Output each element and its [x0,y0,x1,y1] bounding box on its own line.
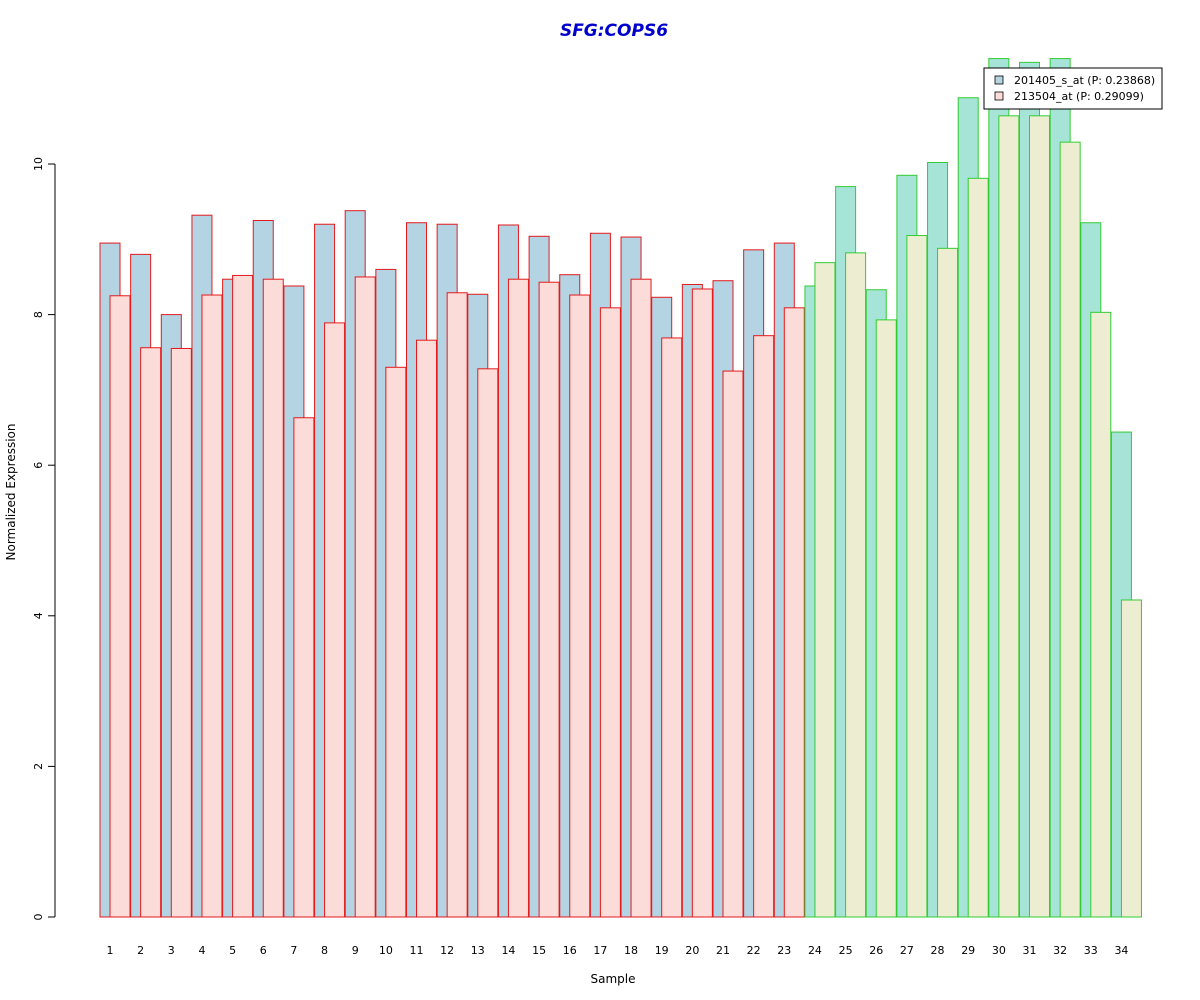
bar-2-sample-3 [170,347,192,918]
x-tick-label: 29 [961,944,975,957]
x-tick-label: 7 [290,944,297,957]
bar-2-sample-4 [201,294,223,918]
y-tick-label: 8 [32,311,45,318]
bar-2-sample-32 [1059,141,1081,918]
x-axis-label: Sample [591,972,636,986]
bar-2-sample-31 [1029,115,1050,918]
x-tick-label: 23 [777,944,791,957]
x-tick-label: 3 [168,944,175,957]
x-tick-label: 31 [1023,944,1037,957]
bar-2-sample-11 [416,339,437,918]
bar-2-sample-18 [630,278,652,918]
x-tick-label: 24 [808,944,822,957]
y-tick-label: 4 [32,612,45,619]
bar-2-sample-21 [722,370,744,918]
bar-2-sample-34 [1120,599,1142,918]
bar-2-sample-13 [477,368,499,918]
x-tick-label: 25 [839,944,853,957]
bar-2-sample-23 [783,307,805,918]
x-tick-label: 13 [471,944,485,957]
legend: 201405_s_at (P: 0.23868) 213504_at (P: 0… [983,67,1163,110]
x-tick-label: 9 [352,944,359,957]
x-tick-label: 19 [655,944,669,957]
x-tick-label: 22 [747,944,761,957]
y-tick-label: 2 [32,763,45,770]
x-tick-label: 32 [1053,944,1067,957]
x-tick-label: 1 [107,944,114,957]
x-tick-label: 20 [685,944,699,957]
legend-label-1: 201405_s_at (P: 0.23868) [1014,74,1155,87]
x-tick-label: 21 [716,944,730,957]
bar-2-sample-25 [845,252,867,918]
bar-2-sample-20 [691,288,713,918]
legend-box [983,67,1163,110]
x-tick-label: 6 [260,944,267,957]
bar-2-sample-30 [998,115,1020,918]
chart-title: SFG:COPS6 [560,21,668,41]
bar-2-sample-8 [324,322,346,918]
x-tick-label: 12 [440,944,454,957]
bar-2-sample-12 [446,292,468,918]
x-tick-label: 2 [137,944,144,957]
bar-2-sample-22 [753,335,775,918]
y-tick-label: 6 [32,462,45,469]
x-tick-label: 26 [869,944,883,957]
legend-swatch-1 [994,75,1004,85]
x-tick-label: 4 [198,944,205,957]
x-tick-label: 15 [532,944,546,957]
bar-2-sample-2 [140,347,162,918]
x-tick-label: 33 [1084,944,1098,957]
bar-2-sample-14 [507,278,529,918]
bar-2-sample-19 [661,337,683,918]
x-tick-label: 17 [593,944,607,957]
x-tick-label: 34 [1114,944,1128,957]
x-tick-label: 28 [931,944,945,957]
bar-2-sample-24 [814,262,836,918]
bar-2-sample-1 [109,295,131,918]
x-tick-label: 27 [900,944,914,957]
bar-2-sample-9 [354,276,376,918]
bars-group [99,58,1142,918]
x-tick-label: 8 [321,944,328,957]
bar-2-sample-7 [293,417,315,918]
x-tick-label: 14 [501,944,515,957]
bar-2-sample-29 [967,177,989,918]
legend-swatch-2 [994,91,1004,101]
bar-2-sample-6 [262,278,284,918]
bar-2-sample-33 [1090,311,1112,918]
x-tick-label: 30 [992,944,1006,957]
bar-2-sample-10 [385,366,407,918]
bar-2-sample-16 [569,294,591,918]
x-tick-label: 10 [379,944,393,957]
y-axis: 0 2 4 6 8 10 [32,157,56,921]
bar-2-sample-15 [538,281,560,918]
bar-2-sample-5 [232,274,254,918]
bar-2-sample-27 [906,235,928,918]
bar-2-sample-17 [599,307,621,918]
x-tick-label: 16 [563,944,577,957]
y-axis-label: Normalized Expression [4,423,18,560]
x-tick-label: 5 [229,944,236,957]
bar-2-sample-26 [875,319,897,918]
y-tick-label: 10 [32,157,45,171]
x-tick-labels: 1 2 3 4 5 6 7 8 9 10 11 12 13 14 15 16 17 18 19 20 21 22 23 24 2… [107,944,1129,957]
y-tick-label: 0 [32,914,45,921]
x-tick-label: 18 [624,944,638,957]
legend-label-2: 213504_at (P: 0.29099) [1014,90,1144,103]
x-tick-label: 11 [410,944,424,957]
bar-2-sample-28 [937,247,959,918]
